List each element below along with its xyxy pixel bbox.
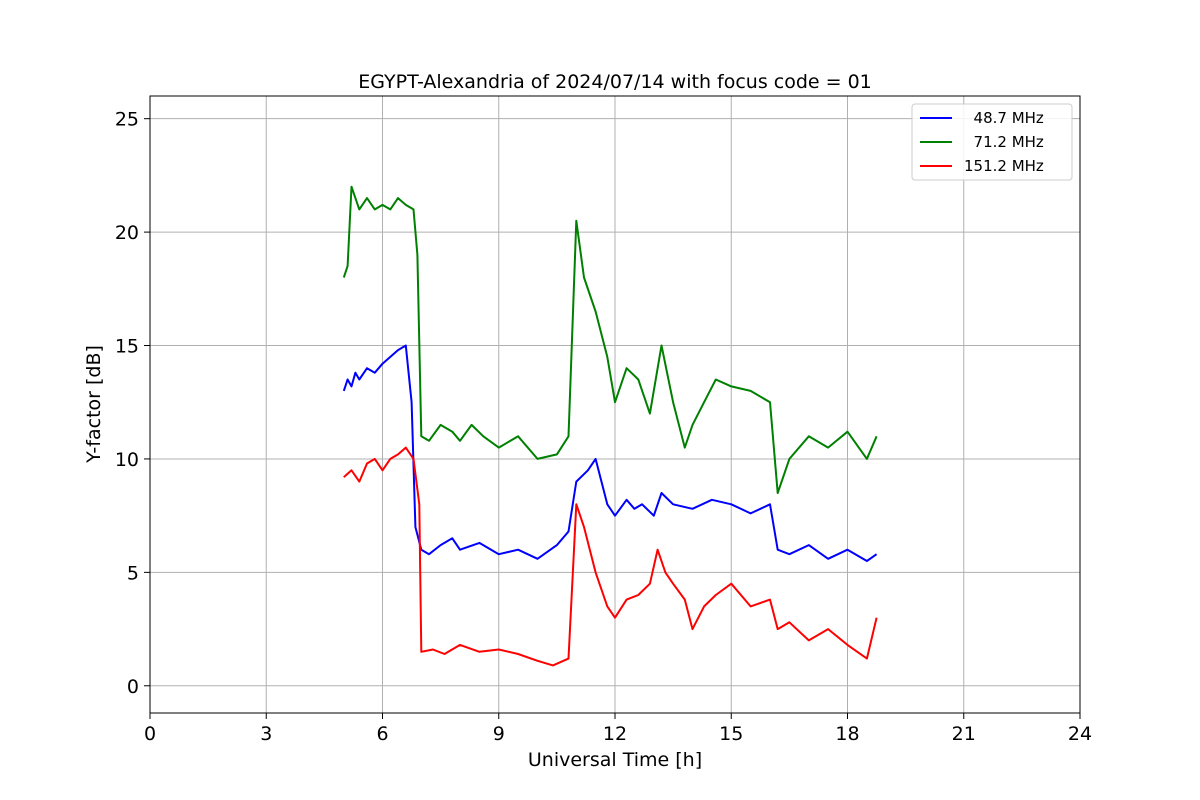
y-tick-label: 5: [127, 562, 139, 584]
y-tick-label: 20: [115, 222, 139, 244]
x-tick-label: 15: [719, 723, 743, 745]
x-tick-label: 9: [493, 723, 505, 745]
x-tick-label: 12: [603, 723, 627, 745]
x-tick-label: 21: [952, 723, 976, 745]
tick-layer: 0 3 6 9 12 15 18 21 24 0 5 10 15 20 25: [115, 109, 1092, 745]
y-axis-label: Y-factor [dB]: [83, 345, 105, 464]
legend: 48.7 MHz 71.2 MHz 151.2 MHz: [911, 103, 1073, 181]
y-tick-label: 15: [115, 336, 139, 358]
x-tick-label: 3: [260, 723, 272, 745]
y-tick-label: 0: [127, 676, 139, 698]
series-layer: [342, 185, 878, 667]
legend-label-0: 48.7 MHz: [964, 109, 1044, 127]
x-tick-label: 24: [1068, 723, 1092, 745]
x-tick-label: 6: [376, 723, 388, 745]
x-axis-label: Universal Time [h]: [528, 749, 702, 771]
x-tick-label: 18: [835, 723, 859, 745]
x-tick-label: 0: [144, 723, 156, 745]
series-line-0: [342, 344, 878, 562]
series-line-2: [343, 446, 878, 667]
chart-title: EGYPT-Alexandria of 2024/07/14 with focu…: [358, 71, 872, 93]
y-tick-label: 25: [115, 109, 139, 131]
legend-label-2: 151.2 MHz: [964, 157, 1044, 175]
legend-label-1: 71.2 MHz: [964, 133, 1044, 151]
legend-box: [911, 103, 1073, 181]
series-line-1: [342, 185, 878, 494]
y-tick-label: 10: [115, 449, 139, 471]
